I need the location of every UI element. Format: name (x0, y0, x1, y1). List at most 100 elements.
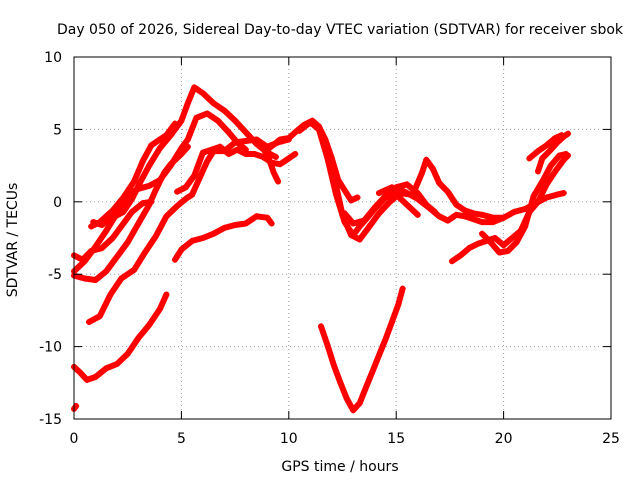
data-point (423, 156, 430, 163)
data-point (403, 201, 410, 208)
data-point (418, 169, 425, 176)
data-point (234, 139, 241, 146)
data-point (543, 181, 550, 188)
data-point (363, 384, 370, 391)
data-point (285, 155, 292, 162)
data-point (429, 165, 436, 172)
data-point (365, 224, 372, 231)
data-point (191, 172, 198, 179)
data-point (139, 200, 146, 207)
data-point (217, 143, 224, 150)
series-line (255, 140, 282, 185)
data-point (184, 136, 191, 143)
data-point (242, 137, 249, 144)
data-point (272, 153, 279, 160)
data-point (96, 219, 103, 226)
data-point (103, 365, 110, 372)
series-arc-11 (255, 140, 282, 185)
data-point (444, 217, 451, 224)
data-point (156, 145, 163, 152)
y-tick-label: 0 (53, 195, 62, 211)
data-point (221, 107, 228, 114)
data-point (232, 117, 239, 124)
data-point (414, 211, 421, 218)
series-arc-16 (410, 156, 507, 221)
data-point (556, 152, 563, 159)
data-point (350, 407, 357, 414)
data-point (146, 162, 153, 169)
series-line (318, 285, 406, 414)
data-point (225, 129, 232, 136)
data-point (479, 219, 486, 226)
data-point (436, 213, 443, 220)
data-point (242, 220, 249, 227)
data-point (184, 100, 191, 107)
data-point (337, 379, 344, 386)
data-point (199, 90, 206, 97)
data-point (414, 195, 421, 202)
chart-title: Day 050 of 2026, Sidereal Day-to-day VTE… (57, 22, 624, 38)
data-point (109, 235, 116, 241)
data-point (356, 400, 363, 407)
data-point (128, 195, 135, 202)
data-point (343, 395, 350, 402)
data-point (118, 275, 125, 282)
data-point (500, 242, 507, 249)
data-point (285, 135, 292, 142)
y-tick-label: 10 (44, 50, 62, 66)
series-arc-22 (526, 132, 565, 162)
data-point (401, 188, 408, 195)
axis-ticks: 0 5 10 15 20 25 -15 -10 -5 0 5 10 (39, 50, 620, 447)
data-point (543, 142, 550, 149)
data-point (470, 210, 477, 217)
data-point (120, 208, 127, 215)
data-point (189, 191, 196, 198)
series-line (71, 110, 249, 275)
data-point (189, 237, 196, 244)
data-point (232, 221, 239, 228)
data-point (547, 146, 554, 153)
series-arc-1 (71, 291, 170, 383)
data-point (318, 323, 325, 330)
data-point (264, 146, 271, 153)
data-point (449, 258, 456, 265)
data-point (388, 318, 395, 325)
data-point (453, 201, 460, 208)
data-point (92, 276, 99, 283)
series-arc-20 (479, 151, 569, 256)
data-point (330, 362, 337, 369)
data-point (124, 350, 131, 357)
data-point (109, 207, 116, 214)
data-point (509, 235, 516, 241)
data-point (534, 148, 541, 155)
data-point (148, 142, 155, 149)
data-point (81, 275, 88, 282)
data-point (107, 291, 114, 298)
data-point (131, 266, 138, 273)
series-arc-7 (90, 84, 279, 228)
data-point (560, 190, 567, 197)
data-point (382, 193, 389, 200)
data-point (210, 230, 217, 237)
data-point (354, 194, 361, 201)
data-point (139, 158, 146, 165)
data-point (333, 182, 340, 189)
data-point (513, 239, 520, 246)
data-point (547, 162, 554, 169)
data-point (242, 151, 249, 158)
data-point (242, 129, 249, 136)
data-point (128, 208, 135, 215)
series-line (90, 84, 279, 228)
data-point (199, 149, 206, 156)
data-point (360, 217, 367, 224)
data-point (131, 178, 138, 185)
data-point (83, 376, 90, 383)
data-point (178, 145, 185, 152)
data-point (470, 216, 477, 223)
data-point (109, 214, 116, 221)
data-point (341, 210, 348, 217)
data-point (356, 236, 363, 243)
data-point (558, 132, 565, 139)
y-tick-label: -15 (39, 412, 62, 428)
